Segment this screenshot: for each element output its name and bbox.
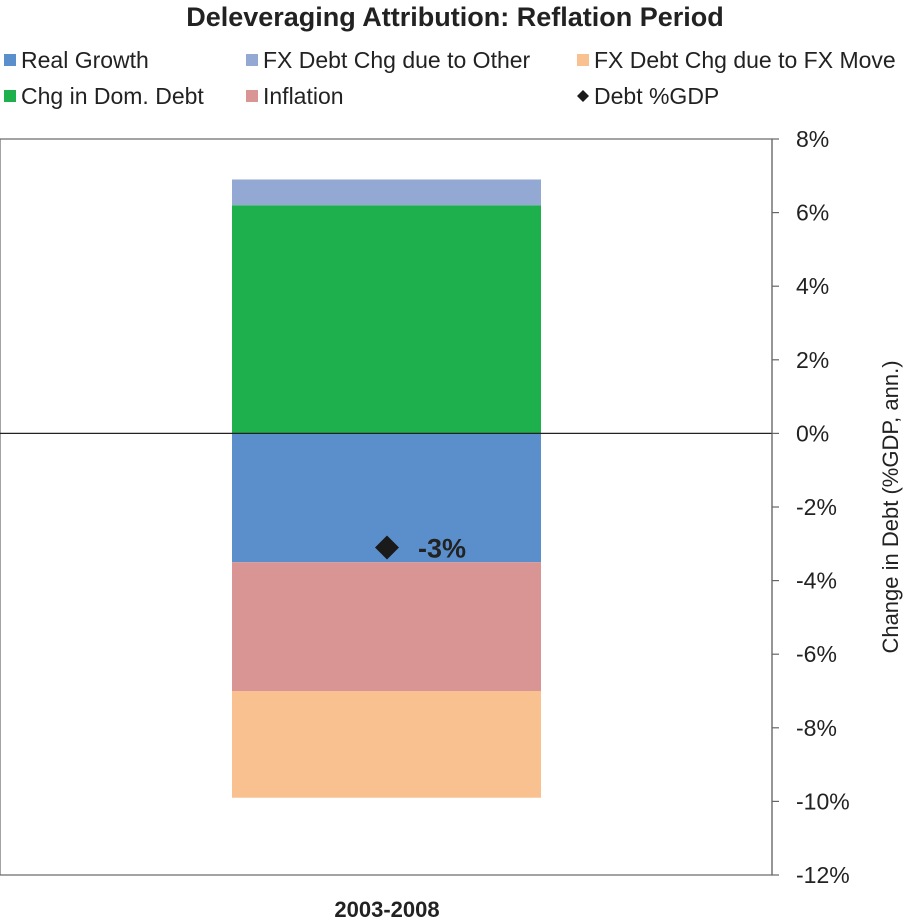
legend-swatch-inflation <box>246 90 258 102</box>
y-tick-label: -10% <box>796 788 850 814</box>
legend-item: Chg in Dom. Debt <box>4 83 204 109</box>
legend-item: Inflation <box>246 83 344 109</box>
legend-label: FX Debt Chg due to FX Move <box>594 47 896 73</box>
y-axis: 8% 6% 4% 2% 0% -2% -4% -6% -8% -10% -12% <box>771 126 850 888</box>
legend-item: Real Growth <box>4 47 149 73</box>
legend-item: FX Debt Chg due to Other <box>246 47 531 73</box>
legend-swatch-debt-gdp <box>577 90 589 102</box>
marker-debt-gdp <box>375 535 399 560</box>
y-tick-label: 6% <box>796 200 829 226</box>
bar-fx-debt-chg-due-to-other <box>232 179 541 206</box>
chart-title: Deleveraging Attribution: Reflation Peri… <box>186 2 724 32</box>
y-tick-label: -12% <box>796 862 850 888</box>
y-tick-label: 4% <box>796 273 829 299</box>
legend-swatch-fx-debt-chg-due-to-fx-move <box>577 54 589 66</box>
legend-label: Inflation <box>263 83 344 109</box>
plot-area: -3% <box>0 138 773 876</box>
legend-item: Debt %GDP <box>577 83 719 109</box>
bar-inflation <box>232 562 541 691</box>
legend-label: Chg in Dom. Debt <box>21 83 204 109</box>
legend-label: Debt %GDP <box>594 83 719 109</box>
y-tick-label: -4% <box>796 568 837 594</box>
y-tick-label: -8% <box>796 715 837 741</box>
y-tick-label: 2% <box>796 347 829 373</box>
legend-swatch-fx-debt-chg-due-to-other <box>246 54 258 66</box>
y-tick-label: 0% <box>796 420 829 446</box>
legend-label: Real Growth <box>21 47 149 73</box>
y-tick-label: -2% <box>796 494 837 520</box>
marker-data-label: -3% <box>418 533 466 563</box>
y-tick-label: 8% <box>796 126 829 152</box>
markers: -3% <box>375 533 466 563</box>
bars <box>232 179 541 798</box>
y-axis-title: Change in Debt (%GDP, ann.) <box>878 360 903 653</box>
bar-fx-debt-chg-due-to-fx-move <box>232 691 541 798</box>
y-tick-label: -6% <box>796 641 837 667</box>
bar-chg-in-dom-debt <box>232 205 541 434</box>
legend-item: FX Debt Chg due to FX Move <box>577 47 896 73</box>
legend-swatch-real-growth <box>4 54 16 66</box>
legend: Real Growth FX Debt Chg due to Other FX De… <box>4 47 896 109</box>
legend-swatch-chg-in-dom-debt <box>4 90 16 102</box>
legend-label: FX Debt Chg due to Other <box>263 47 531 73</box>
x-category-label: 2003-2008 <box>334 897 439 919</box>
